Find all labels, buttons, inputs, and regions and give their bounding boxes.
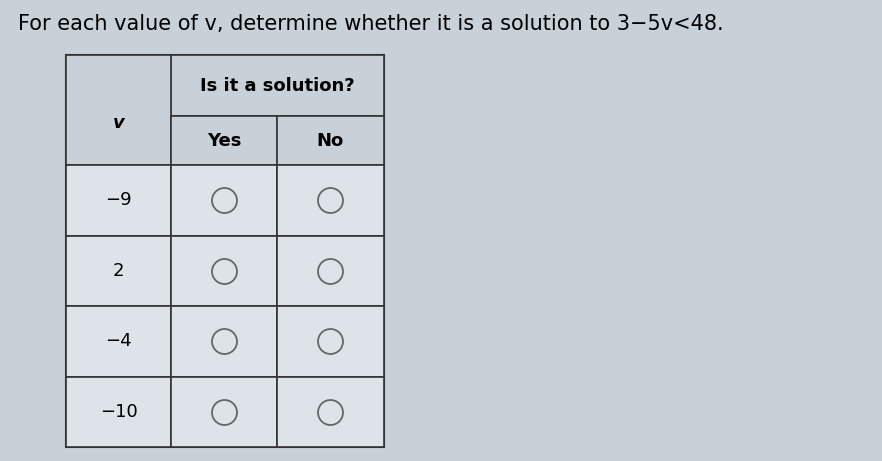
Text: v: v: [113, 114, 124, 132]
Bar: [66, 306, 171, 377]
Bar: [66, 55, 171, 165]
Text: −4: −4: [105, 332, 131, 350]
Bar: [171, 116, 277, 165]
Bar: [277, 116, 384, 165]
Text: −9: −9: [105, 191, 131, 209]
Bar: [66, 236, 171, 306]
Text: Yes: Yes: [207, 131, 242, 149]
Text: No: No: [317, 131, 344, 149]
Bar: [171, 55, 384, 116]
Bar: [171, 236, 277, 306]
Bar: [66, 55, 384, 447]
Text: For each value of v, determine whether it is a solution to 3−5v<48.: For each value of v, determine whether i…: [18, 14, 723, 34]
Bar: [277, 306, 384, 377]
Bar: [66, 377, 171, 447]
Bar: [277, 165, 384, 236]
Text: 2: 2: [113, 262, 124, 280]
Bar: [171, 377, 277, 447]
Bar: [66, 165, 171, 236]
Bar: [171, 165, 277, 236]
Bar: [277, 377, 384, 447]
Bar: [171, 306, 277, 377]
Text: −10: −10: [100, 403, 138, 421]
Text: Is it a solution?: Is it a solution?: [200, 77, 355, 95]
Bar: [277, 236, 384, 306]
